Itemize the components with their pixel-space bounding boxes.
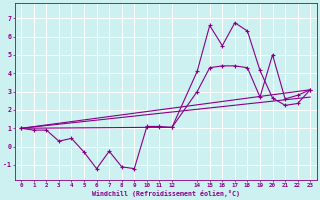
X-axis label: Windchill (Refroidissement éolien,°C): Windchill (Refroidissement éolien,°C)	[92, 190, 240, 197]
